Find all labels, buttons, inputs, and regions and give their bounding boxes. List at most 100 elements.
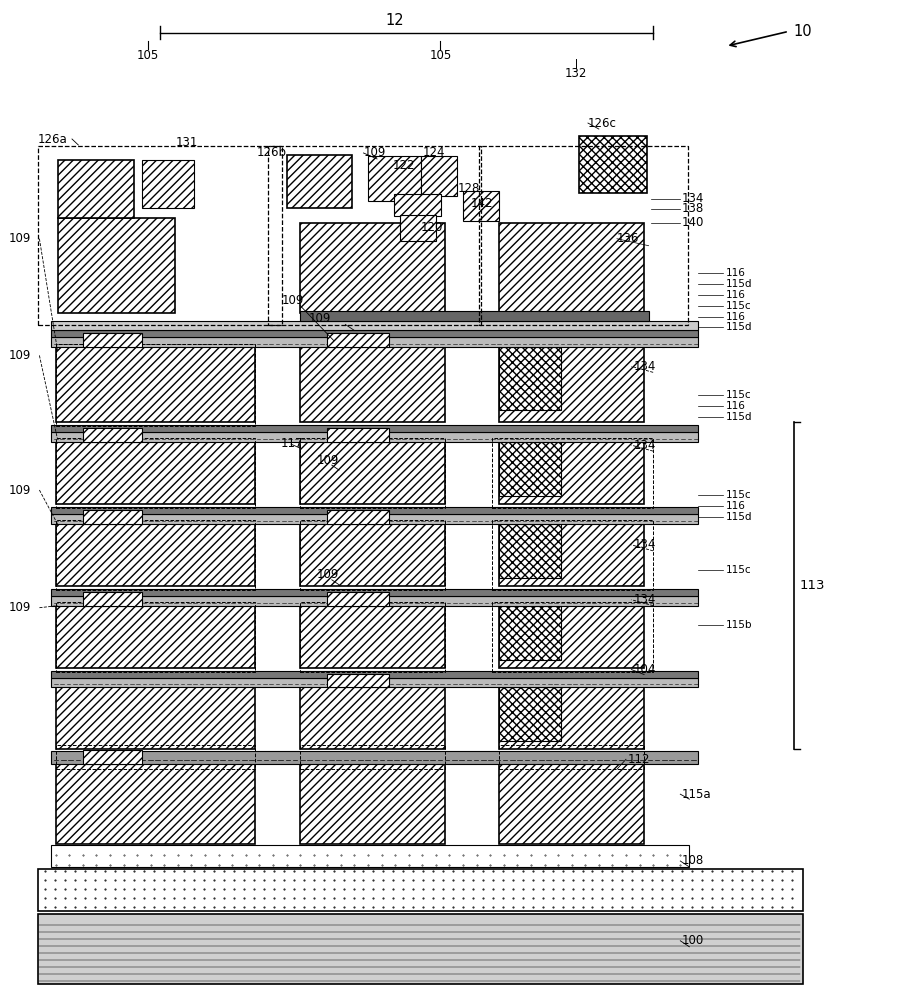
Text: 109: 109	[282, 294, 304, 307]
Bar	[327, 333, 389, 347]
Bar	[499, 442, 561, 496]
Text: 134: 134	[633, 439, 656, 452]
Bar	[499, 745, 644, 769]
Text: 115c: 115c	[725, 565, 751, 575]
Text: 126c: 126c	[588, 117, 617, 130]
Text: 138: 138	[682, 202, 705, 215]
Text: 109: 109	[309, 312, 331, 325]
Bar	[492, 520, 653, 590]
Text: 134: 134	[682, 192, 705, 205]
Bar	[499, 442, 644, 504]
Bar	[51, 678, 698, 687]
Text: 109: 109	[9, 349, 31, 362]
Bar	[301, 223, 445, 313]
Bar	[51, 751, 698, 764]
Bar	[55, 524, 255, 586]
Text: 134: 134	[633, 538, 656, 551]
Text: 142: 142	[470, 197, 493, 210]
Text: 115d: 115d	[725, 412, 752, 422]
Bar	[499, 347, 561, 410]
Bar	[51, 589, 698, 596]
Text: 115a: 115a	[682, 788, 712, 801]
Bar	[301, 602, 445, 672]
Text: 100: 100	[682, 934, 705, 947]
Bar	[55, 438, 255, 508]
Bar	[37, 914, 803, 984]
Bar	[55, 606, 255, 668]
Bar	[400, 215, 436, 241]
Bar	[327, 674, 389, 687]
Bar	[479, 146, 687, 325]
Text: 115c: 115c	[725, 390, 751, 400]
Bar	[57, 160, 134, 218]
Bar	[51, 321, 698, 330]
Text: 140: 140	[682, 216, 705, 229]
Bar	[327, 428, 389, 442]
Text: 126a: 126a	[37, 133, 67, 146]
Bar	[368, 156, 420, 201]
Bar	[55, 602, 255, 672]
Text: 117: 117	[281, 437, 302, 450]
Text: 116: 116	[725, 401, 745, 411]
Bar	[499, 606, 561, 660]
Text: 109: 109	[9, 601, 31, 614]
Bar	[83, 592, 142, 606]
Bar	[301, 745, 445, 769]
Text: 105: 105	[429, 49, 451, 62]
Text: 116: 116	[725, 501, 745, 511]
Bar	[287, 155, 351, 208]
Text: 108: 108	[682, 854, 705, 867]
Text: 109: 109	[316, 454, 339, 467]
Text: 112: 112	[627, 753, 650, 766]
Text: 105: 105	[137, 49, 159, 62]
Bar	[499, 606, 644, 668]
Text: 109: 109	[9, 484, 31, 497]
Text: 116: 116	[725, 290, 745, 300]
Text: 10: 10	[794, 24, 812, 39]
Text: 115d: 115d	[725, 279, 752, 289]
Bar	[55, 520, 255, 590]
Bar	[55, 347, 255, 422]
Bar	[499, 223, 644, 313]
Bar	[83, 510, 142, 524]
Text: 126b: 126b	[257, 146, 287, 159]
Bar	[499, 347, 644, 422]
Bar	[301, 311, 648, 320]
Text: 128: 128	[458, 182, 480, 195]
Bar	[327, 510, 389, 524]
Text: 131: 131	[175, 136, 198, 149]
Bar	[51, 330, 698, 337]
Bar	[463, 191, 499, 221]
Bar	[301, 520, 445, 590]
Bar	[57, 218, 175, 313]
Text: 109: 109	[9, 232, 31, 245]
Bar	[492, 602, 653, 672]
Bar	[55, 687, 255, 749]
Bar	[51, 425, 698, 432]
Text: 115c: 115c	[725, 301, 751, 311]
Bar	[394, 194, 441, 216]
Bar	[492, 438, 653, 508]
Bar	[55, 442, 255, 504]
Text: 132: 132	[565, 67, 587, 80]
Text: 113: 113	[800, 579, 825, 592]
Text: 116: 116	[725, 312, 745, 322]
Bar	[301, 347, 445, 422]
Bar	[37, 146, 282, 325]
Bar	[499, 764, 644, 844]
Bar	[301, 442, 445, 504]
Bar	[55, 745, 255, 769]
Text: 120: 120	[420, 221, 443, 234]
Text: 115c: 115c	[725, 490, 751, 500]
Bar	[83, 428, 142, 442]
Bar	[499, 524, 561, 578]
Text: 124: 124	[422, 146, 445, 159]
Bar	[51, 671, 698, 678]
Text: 12: 12	[386, 13, 404, 28]
Bar	[301, 438, 445, 508]
Bar	[83, 333, 142, 347]
Text: 116: 116	[725, 268, 745, 278]
Bar	[51, 432, 698, 442]
Bar	[301, 764, 445, 844]
Bar	[37, 869, 803, 911]
